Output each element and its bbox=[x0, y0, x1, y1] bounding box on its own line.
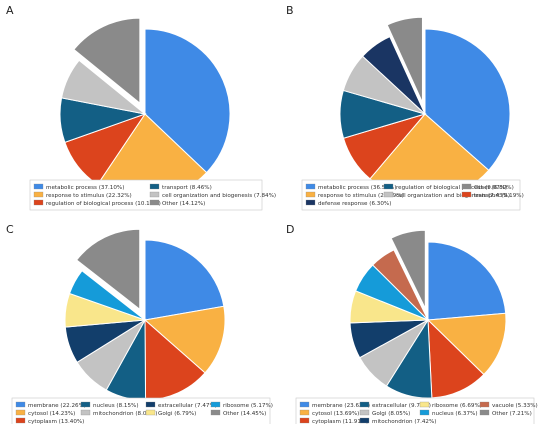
legend-frame bbox=[29, 179, 263, 211]
legend-label: membrane (23.62%) bbox=[312, 403, 370, 409]
legend-label: nucleus (8.15%) bbox=[93, 403, 139, 409]
pie-slice-other bbox=[390, 229, 426, 309]
pie-slice-metabolic-process bbox=[424, 28, 511, 171]
legend-label: mitochondrion (8.08%) bbox=[93, 411, 158, 417]
legend-label: Other (6.80%) bbox=[474, 185, 514, 191]
legend-swatch bbox=[80, 401, 91, 408]
legend-label: Other (7.21%) bbox=[492, 411, 532, 417]
legend-swatch bbox=[305, 199, 316, 206]
legend-label: cytoplasm (11.91%) bbox=[312, 419, 368, 424]
legend-label: regulation of biological process (10.16%… bbox=[46, 201, 161, 207]
legend-swatch bbox=[359, 401, 370, 408]
panel-letter-c: C bbox=[6, 223, 14, 236]
legend-swatch bbox=[15, 417, 26, 424]
pie-slice-membrane bbox=[144, 239, 225, 321]
pie-chart-d bbox=[349, 229, 507, 399]
legend-label: metabolic process (36.52%) bbox=[318, 185, 396, 191]
legend-swatch bbox=[299, 401, 310, 408]
panel-letter-b: B bbox=[286, 4, 294, 17]
legend-swatch bbox=[299, 409, 310, 416]
legend-c: membrane (22.26%) nucleus (8.15%) extracel… bbox=[11, 397, 273, 424]
legend-label: cell organization and biogenesis (7.43%) bbox=[396, 193, 510, 199]
pie-slice-other bbox=[73, 17, 141, 105]
legend-label: Golgi (6.79%) bbox=[158, 411, 196, 417]
legend-swatch bbox=[383, 183, 394, 190]
pie-slice-cytosol bbox=[426, 312, 507, 376]
legend-label: mitochondrion (7.42%) bbox=[372, 419, 437, 424]
legend-swatch bbox=[15, 409, 26, 416]
pie-slice-membrane bbox=[427, 241, 507, 321]
legend-label: extracellular (7.47%) bbox=[158, 403, 217, 409]
legend-label: cytosol (13.69%) bbox=[312, 411, 359, 417]
legend-a: metabolic process (37.10%) transport (8.4… bbox=[29, 179, 276, 211]
legend-frame bbox=[295, 397, 535, 424]
legend-swatch bbox=[145, 409, 156, 416]
legend-swatch bbox=[419, 409, 430, 416]
legend-label: regulation of biological process (9.07%) bbox=[396, 185, 507, 191]
legend-swatch bbox=[149, 191, 160, 198]
pie-slice-metabolic-process bbox=[144, 28, 231, 174]
legend-label: cytoplasm (13.40%) bbox=[28, 419, 84, 424]
legend-label: metabolic process (37.10%) bbox=[46, 185, 124, 191]
legend-frame bbox=[11, 397, 271, 424]
legend-label: transport (9.19%) bbox=[474, 193, 524, 199]
legend-label: nucleus (6.37%) bbox=[432, 411, 478, 417]
legend-label: response to stimulus (24.69%) bbox=[318, 193, 404, 199]
pie-slice-ribosome bbox=[68, 270, 146, 321]
legend-label: response to stimulus (22.32%) bbox=[46, 193, 132, 199]
legend-swatch bbox=[383, 191, 394, 198]
legend-d: membrane (23.62%) extracellular (9.72%) ri… bbox=[295, 397, 538, 424]
pie-slice-defense-response bbox=[361, 35, 426, 115]
legend-swatch bbox=[149, 199, 160, 206]
legend-swatch bbox=[461, 183, 472, 190]
legend-label: membrane (22.26%) bbox=[28, 403, 86, 409]
legend-label: Golgi (8.05%) bbox=[372, 411, 410, 417]
legend-swatch bbox=[33, 199, 44, 206]
legend-label: Other (14.12%) bbox=[162, 201, 205, 207]
legend-swatch bbox=[305, 191, 316, 198]
legend-swatch bbox=[359, 417, 370, 424]
legend-label: extracellular (9.72%) bbox=[372, 403, 431, 409]
legend-swatch bbox=[419, 401, 430, 408]
pie-slice-vacuole bbox=[372, 249, 429, 321]
pie-chart-c bbox=[64, 228, 226, 401]
legend-label: defense response (6.30%) bbox=[318, 201, 391, 207]
legend-swatch bbox=[149, 183, 160, 190]
legend-swatch bbox=[479, 409, 490, 416]
legend-b: metabolic process (36.52%) regulation of … bbox=[301, 179, 524, 211]
legend-label: transport (8.46%) bbox=[162, 185, 212, 191]
legend-swatch bbox=[15, 401, 26, 408]
legend-swatch bbox=[305, 183, 316, 190]
legend-swatch bbox=[299, 417, 310, 424]
legend-swatch bbox=[80, 409, 91, 416]
legend-label: vacuole (5.33%) bbox=[492, 403, 538, 409]
pie-slice-other bbox=[386, 16, 423, 103]
legend-swatch bbox=[33, 183, 44, 190]
pie-slice-cytosol bbox=[143, 305, 226, 374]
legend-swatch bbox=[145, 401, 156, 408]
legend-swatch bbox=[461, 191, 472, 198]
legend-label: Other (14.45%) bbox=[223, 411, 266, 417]
pie-slice-other bbox=[75, 228, 141, 311]
legend-swatch bbox=[33, 191, 44, 198]
panel-letter-d: D bbox=[286, 223, 294, 236]
legend-label: cell organization and biogenesis (7.84%) bbox=[162, 193, 276, 199]
panel-letter-a: A bbox=[6, 4, 14, 17]
pie-slice-cell-organization-and-biogenesis bbox=[60, 59, 146, 115]
legend-swatch bbox=[210, 409, 221, 416]
legend-swatch bbox=[479, 401, 490, 408]
pie-chart-a bbox=[59, 17, 231, 200]
legend-label: cytosol (14.23%) bbox=[28, 411, 75, 417]
legend-frame bbox=[301, 179, 521, 211]
legend-label: ribosome (5.17%) bbox=[223, 403, 273, 409]
pie-chart-b bbox=[339, 16, 511, 200]
legend-label: ribosome (6.69%) bbox=[432, 403, 482, 409]
legend-swatch bbox=[359, 409, 370, 416]
legend-swatch bbox=[210, 401, 221, 408]
